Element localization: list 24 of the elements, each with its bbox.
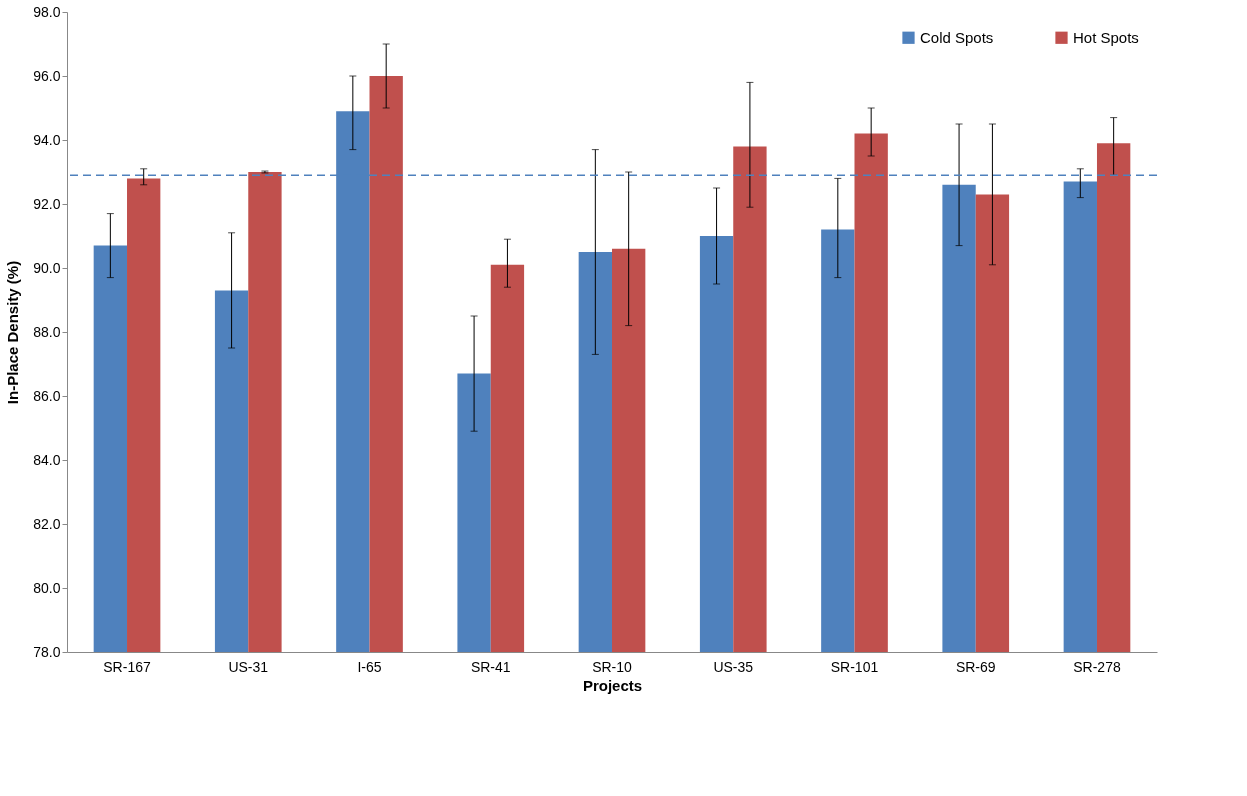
legend-label: Hot Spots <box>1073 28 1139 46</box>
y-tick-label: 86.0 <box>33 387 61 404</box>
y-tick-label: 96.0 <box>33 67 61 84</box>
legend-label: Cold Spots <box>920 28 994 46</box>
x-axis-title: Projects <box>582 676 643 694</box>
y-tick-label: 98.0 <box>33 3 61 20</box>
y-tick-label: 90.0 <box>33 259 61 276</box>
x-tick-label: SR-41 <box>470 658 511 675</box>
y-tick-label: 80.0 <box>33 579 61 596</box>
x-tick-label: SR-167 <box>103 658 151 675</box>
y-tick-label: 88.0 <box>33 323 61 340</box>
y-axis-title: In-Place Density (%) <box>4 260 22 405</box>
x-tick-label: SR-101 <box>830 658 879 675</box>
x-tick-label: SR-10 <box>592 658 633 675</box>
x-tick-label: SR-278 <box>1073 658 1121 675</box>
y-tick-label: 84.0 <box>33 451 61 468</box>
x-tick-label: US-35 <box>713 658 754 675</box>
x-tick-label: I-65 <box>357 658 382 675</box>
y-tick-label: 92.0 <box>33 195 61 212</box>
y-tick-label: 82.0 <box>33 515 61 532</box>
x-tick-label: SR-69 <box>955 658 996 675</box>
y-tick-label: 94.0 <box>33 131 61 148</box>
x-tick-label: US-31 <box>228 658 269 675</box>
y-tick-label: 78.0 <box>33 643 61 660</box>
